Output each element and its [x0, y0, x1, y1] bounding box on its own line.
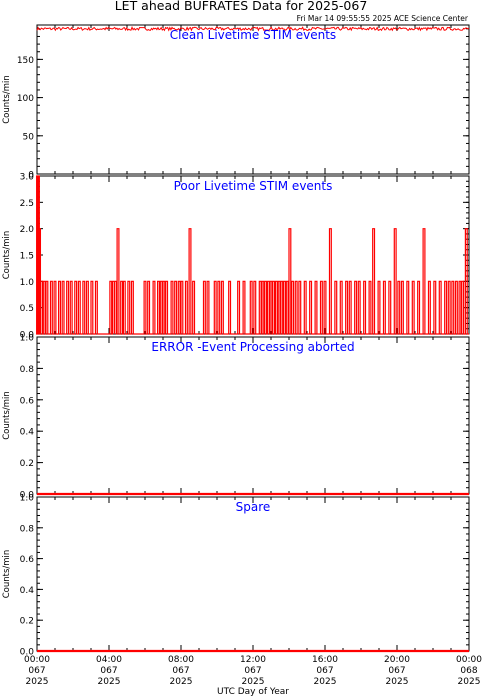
- x-tick-label-time: 16:00: [312, 655, 338, 665]
- y-axis-label: Counts/min: [2, 550, 12, 599]
- x-tick-label-year: 2025: [314, 677, 337, 687]
- y-tick-label: 0.6: [20, 555, 35, 565]
- y-tick-label: 0.0: [20, 331, 35, 341]
- y-tick-label: 0.4: [20, 586, 35, 596]
- x-tick-label-doy: 068: [460, 666, 477, 676]
- x-tick-label-time: 00:00: [456, 655, 482, 665]
- plot-frame: [36, 496, 470, 652]
- plot-frame: [36, 24, 470, 175]
- y-tick-label: 2.5: [20, 199, 34, 209]
- panel-title: Poor Livetime STIM events: [174, 179, 333, 193]
- y-tick-label: 150: [17, 56, 34, 66]
- y-tick-label: 0.6: [20, 396, 35, 406]
- panel-4: 0.0 0.2 0.4 0.6 0.8 1.0 Counts/min Spare: [2, 494, 470, 658]
- x-tick-label-doy: 067: [244, 666, 261, 676]
- x-tick-label-doy: 067: [28, 666, 45, 676]
- y-tick-label: 0.8: [20, 365, 35, 375]
- x-tick-label-year: 2025: [170, 677, 193, 687]
- x-tick-label-doy: 067: [100, 666, 117, 676]
- x-tick-label-doy: 067: [172, 666, 189, 676]
- x-tick-label-time: 08:00: [168, 655, 194, 665]
- y-tick-label: 0.4: [20, 428, 35, 438]
- chart-title: LET ahead BUFRATES Data for 2025-067: [115, 0, 368, 13]
- x-tick-label-year: 2025: [98, 677, 121, 687]
- y-tick-label: 0.0: [20, 648, 35, 658]
- panel-2: 0.0 0.5 1.0 1.5 2.0 2.5 3.0 Counts/min Poor Live…: [2, 173, 470, 341]
- y-tick-label: 0.8: [20, 524, 35, 534]
- x-tick-label-year: 2025: [26, 677, 49, 687]
- y-tick-label: 0.2: [20, 459, 34, 469]
- data-series-line: [36, 26, 470, 32]
- y-tick-label: 1.0: [20, 334, 35, 344]
- y-tick-label: 100: [17, 94, 34, 104]
- data-series-line: [36, 175, 469, 335]
- y-tick-label: 0.5: [20, 304, 34, 314]
- x-tick-label-doy: 067: [316, 666, 333, 676]
- y-tick-label: 0: [28, 171, 34, 181]
- x-tick-label-year: 2025: [458, 677, 481, 687]
- panel-1: 0 50 100 150 Counts/min Clean Livetime STIM e…: [2, 24, 470, 181]
- y-tick-label: 0.0: [20, 491, 35, 501]
- x-tick-label-year: 2025: [242, 677, 265, 687]
- x-axis-label: UTC Day of Year: [217, 687, 289, 697]
- y-tick-label: 1.5: [20, 252, 34, 262]
- x-tick-label-year: 2025: [386, 677, 409, 687]
- panel-title: ERROR -Event Processing aborted: [151, 340, 354, 354]
- y-axis-label: Counts/min: [2, 231, 12, 280]
- y-tick-label: 1.0: [20, 278, 35, 288]
- y-tick-label: 50: [23, 132, 35, 142]
- x-tick-label-doy: 067: [388, 666, 405, 676]
- x-tick-label-time: 00:00: [24, 655, 50, 665]
- panels-group: 0 50 100 150 Counts/min Clean Livetime STIM e…: [2, 24, 470, 658]
- y-tick-label: 0.2: [20, 617, 34, 627]
- y-tick-label: 1.0: [20, 494, 35, 504]
- x-axis: 00:00067202504:00067202508:00067202512:0…: [24, 655, 482, 687]
- panel-title: Spare: [236, 500, 271, 514]
- y-tick-label: 3.0: [20, 173, 35, 183]
- y-tick-label: 2.0: [20, 225, 35, 235]
- plot-frame: [36, 336, 470, 495]
- panel-title: Clean Livetime STIM events: [170, 28, 336, 42]
- x-tick-label-time: 04:00: [96, 655, 122, 665]
- y-axis-label: Counts/min: [2, 391, 12, 440]
- generation-timestamp: Fri Mar 14 09:55:55 2025 ACE Science Cen…: [297, 14, 469, 23]
- y-axis-label: Counts/min: [2, 75, 12, 124]
- x-tick-label-time: 20:00: [384, 655, 410, 665]
- x-tick-label-time: 12:00: [240, 655, 266, 665]
- plot-frame: [36, 175, 470, 335]
- panel-3: 0.0 0.2 0.4 0.6 0.8 1.0 Counts/min ERROR -Event…: [2, 334, 470, 501]
